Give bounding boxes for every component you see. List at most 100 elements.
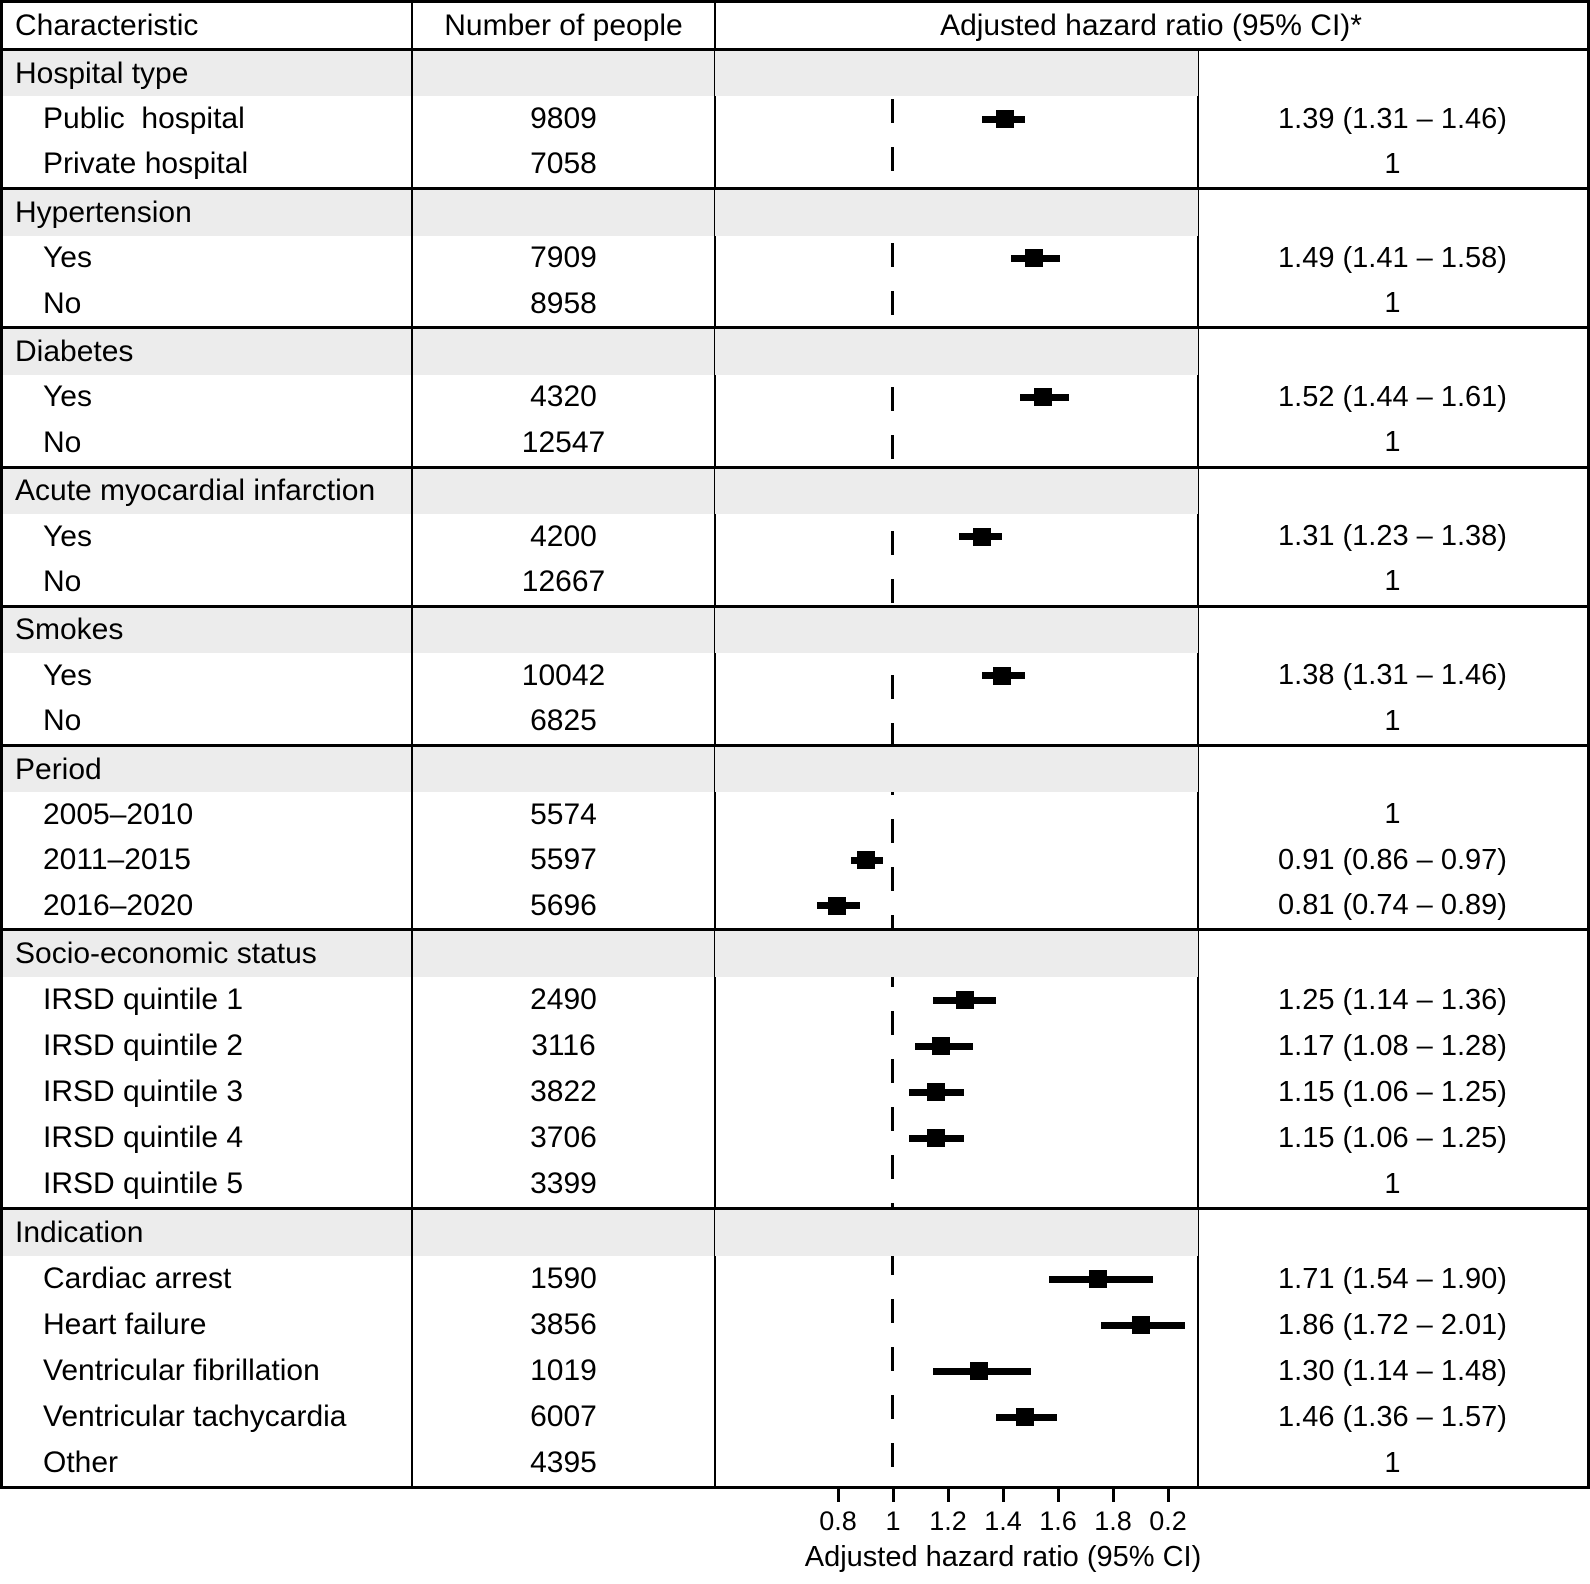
row-label: Heart failure [43, 1308, 207, 1342]
hr-ci-value: 1.52 (1.44 – 1.61) [1278, 380, 1507, 413]
group-header-row: Diabetes [3, 329, 1587, 375]
axis-tick [1001, 1489, 1005, 1503]
group-header-cell [412, 329, 715, 375]
group-section: Period 2005–2010 5574 1 2011–2015 5597 0.91 (0… [3, 743, 1587, 929]
plot-cell [715, 1115, 1198, 1161]
group-section: Indication Cardiac arrest 1590 1.71 (1.54 –… [3, 1207, 1587, 1486]
axis-tick [1166, 1489, 1170, 1503]
hr-ci-value: 1.31 (1.23 – 1.38) [1278, 520, 1507, 553]
axis-tick-label: 0.8 [819, 1506, 857, 1537]
plot-cell [715, 1440, 1198, 1486]
people-count: 3822 [530, 1075, 597, 1109]
table-row: Ventricular tachycardia 6007 1.46 (1.36 – … [3, 1394, 1587, 1440]
people-count: 3706 [530, 1121, 597, 1155]
hr-ci-value: 1 [1384, 147, 1401, 180]
people-count: 4320 [530, 380, 597, 414]
table-row: Yes 4200 1.31 (1.23 – 1.38) [3, 514, 1587, 559]
group-header-ci-cell [1198, 747, 1587, 792]
group-header-row: Period [3, 746, 1587, 793]
plot-cell [715, 838, 1198, 883]
table-row: Cardiac arrest 1590 1.71 (1.54 – 1.90) [3, 1256, 1587, 1302]
group-header-ci-cell [1198, 608, 1587, 653]
group-section: Socio-economic status IRSD quintile 1 2490… [3, 928, 1587, 1207]
plot-cell [715, 792, 1198, 837]
table-row: IRSD quintile 2 3116 1.17 (1.08 – 1.28) [3, 1023, 1587, 1069]
people-count: 3399 [530, 1167, 597, 1201]
group-header-plot-cell [715, 468, 1198, 514]
table-row: IRSD quintile 4 3706 1.15 (1.06 – 1.25) [3, 1115, 1587, 1161]
point-marker [856, 851, 875, 870]
point-marker [1088, 1270, 1107, 1289]
group-header-row: Socio-economic status [3, 931, 1587, 978]
table-row: Yes 7909 1.49 (1.41 – 1.58) [3, 236, 1587, 281]
hr-ci-value: 0.81 (0.74 – 0.89) [1278, 889, 1507, 922]
axis-tick [836, 1489, 840, 1503]
people-count: 3116 [531, 1029, 596, 1063]
group-header-row: Smokes [3, 607, 1587, 654]
people-count: 7909 [530, 241, 597, 275]
people-count: 5597 [530, 843, 597, 877]
hr-ci-value: 1.25 (1.14 – 1.36) [1278, 983, 1507, 1016]
point-marker [996, 110, 1015, 129]
group-label: Period [3, 746, 412, 793]
point-marker [993, 666, 1012, 685]
group-header-plot-cell [715, 329, 1198, 375]
table-row: Heart failure 3856 1.86 (1.72 – 2.01) [3, 1302, 1587, 1348]
hr-ci-value: 1.30 (1.14 – 1.48) [1278, 1354, 1507, 1387]
plot-cell [715, 96, 1198, 141]
group-label: Acute myocardial infarction [3, 468, 412, 514]
plot-cell [715, 559, 1198, 604]
plot-cell [715, 1348, 1198, 1394]
people-count: 8958 [530, 286, 597, 320]
group-header-cell [412, 51, 715, 97]
point-marker [972, 527, 991, 546]
people-count: 12667 [521, 564, 606, 598]
row-label: Other [43, 1446, 119, 1480]
axis-tick-label: 1.4 [984, 1506, 1022, 1537]
row-label: IRSD quintile 2 [43, 1029, 244, 1063]
table-row: IRSD quintile 5 3399 1 [3, 1161, 1587, 1207]
group-header-cell [412, 931, 715, 978]
group-header-row: Indication [3, 1210, 1587, 1257]
row-label: No [43, 564, 82, 598]
table-row: No 12547 1 [3, 420, 1587, 465]
people-count: 7058 [530, 147, 597, 181]
people-count: 4200 [530, 519, 597, 553]
hr-ci-value: 1.15 (1.06 – 1.25) [1278, 1121, 1507, 1154]
row-label: 2016–2020 [43, 888, 194, 922]
hr-ci-value: 1.17 (1.08 – 1.28) [1278, 1029, 1507, 1062]
plot-cell [715, 236, 1198, 281]
hr-ci-value: 1 [1384, 1446, 1401, 1479]
plot-cell [715, 1256, 1198, 1302]
hr-ci-value: 1 [1384, 565, 1401, 598]
column-divider [714, 3, 716, 1487]
group-label: Indication [3, 1210, 412, 1257]
table-row: 2016–2020 5696 0.81 (0.74 – 0.89) [3, 883, 1587, 928]
point-marker [932, 1037, 951, 1056]
row-label: No [43, 286, 82, 320]
people-count: 10042 [521, 658, 606, 692]
axis-tick-label: 1 [885, 1506, 901, 1537]
hr-ci-value: 1 [1384, 704, 1401, 737]
plot-cell [715, 1069, 1198, 1115]
row-label: Public hospital [43, 102, 245, 136]
group-header-ci-cell [1198, 1210, 1587, 1256]
hr-ci-value: 1.49 (1.41 – 1.58) [1278, 241, 1507, 274]
table-row: 2005–2010 5574 1 [3, 792, 1587, 837]
group-header-ci-cell [1198, 329, 1587, 374]
point-marker [970, 1362, 988, 1381]
table-row: IRSD quintile 3 3822 1.15 (1.06 – 1.25) [3, 1069, 1587, 1115]
hr-ci-value: 1.71 (1.54 – 1.90) [1278, 1262, 1507, 1295]
people-count: 1019 [530, 1354, 597, 1388]
group-header-cell [412, 468, 715, 514]
row-label: Yes [43, 658, 92, 692]
hr-ci-value: 1.46 (1.36 – 1.57) [1278, 1400, 1507, 1433]
group-header-row: Hospital type [3, 51, 1587, 97]
x-axis: 0.8 1 1.2 1.4 1.6 1.8 0.2 Adjusted hazard rati… [0, 1489, 1590, 1584]
point-marker [1016, 1408, 1035, 1427]
group-section: Hypertension Yes 7909 1.49 (1.41 – 1.58) No 8… [3, 187, 1587, 326]
group-section: Hospital type Public hospital 9809 1.39 (1.… [3, 51, 1587, 187]
axis-tick-label: 0.2 [1149, 1506, 1187, 1537]
row-label: Yes [43, 519, 92, 553]
plot-cell [715, 1161, 1198, 1207]
